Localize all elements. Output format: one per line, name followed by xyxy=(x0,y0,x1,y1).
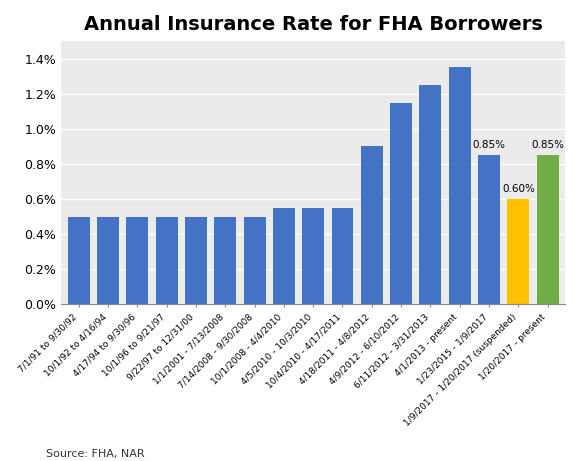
Title: Annual Insurance Rate for FHA Borrowers: Annual Insurance Rate for FHA Borrowers xyxy=(84,15,543,34)
Text: 0.85%: 0.85% xyxy=(472,140,505,150)
Bar xyxy=(332,208,353,304)
Text: 0.85%: 0.85% xyxy=(531,140,564,150)
Bar xyxy=(214,217,236,304)
Bar xyxy=(478,155,500,304)
Bar xyxy=(507,199,529,304)
Bar xyxy=(419,85,442,304)
Bar xyxy=(302,208,324,304)
Bar xyxy=(185,217,207,304)
Bar xyxy=(68,217,89,304)
Bar xyxy=(390,102,412,304)
Bar xyxy=(127,217,148,304)
Bar xyxy=(273,208,295,304)
Text: Source: FHA, NAR: Source: FHA, NAR xyxy=(46,449,145,459)
Bar xyxy=(97,217,119,304)
Bar xyxy=(449,67,471,304)
Bar xyxy=(156,217,178,304)
Bar xyxy=(361,147,383,304)
Bar xyxy=(243,217,266,304)
Text: 0.60%: 0.60% xyxy=(502,184,535,194)
Bar xyxy=(537,155,558,304)
